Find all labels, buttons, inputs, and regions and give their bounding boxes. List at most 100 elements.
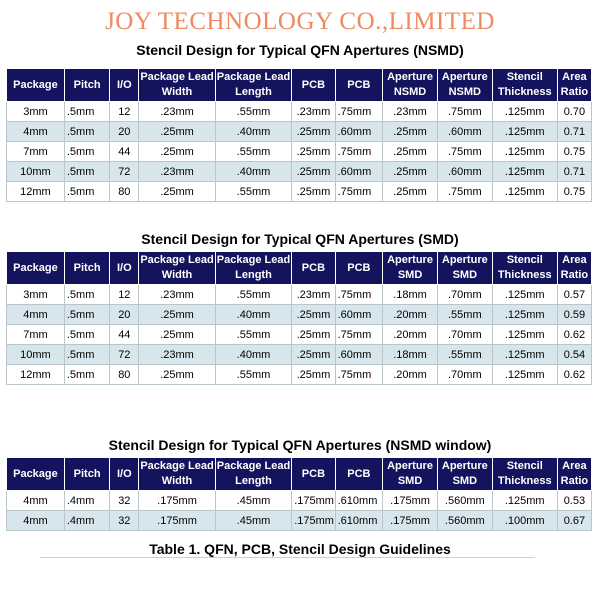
header-text: Area <box>562 254 587 266</box>
header-text: Ratio <box>560 269 589 281</box>
header-text: Package Lead <box>140 71 214 83</box>
table-cell: .70mm <box>436 284 493 305</box>
table-cell: .75mm <box>334 324 384 345</box>
table-cell: .18mm <box>382 284 438 305</box>
table-cell: .125mm <box>491 324 558 345</box>
header-text: SMD <box>397 269 423 281</box>
column-header: Aperture SMD <box>382 251 438 285</box>
table-cell: .23mm <box>382 101 438 122</box>
table-cell: .25mm <box>138 141 216 162</box>
table-cell: 72 <box>109 161 140 182</box>
table-cell: .4mm <box>63 510 111 531</box>
column-header: Area Ratio <box>556 68 593 102</box>
header-row: Package Pitch I/O Package Lead Width Package … <box>6 251 593 285</box>
table-cell: .75mm <box>334 101 384 122</box>
table-cell: .75mm <box>334 284 384 305</box>
table-cell: .5mm <box>63 364 111 385</box>
nsmd-table: Package Pitch I/O Package Lead Width Package … <box>6 68 593 202</box>
table-cell: 10mm <box>6 161 65 182</box>
table-cell: .60mm <box>334 304 384 325</box>
header-text: Stencil <box>506 71 543 83</box>
table-row: 12mm .5mm 80.25mm .55mm .25mm .75mm .25mm .75mm… <box>6 181 593 202</box>
table-cell: .60mm <box>334 344 384 365</box>
table-cell: 4mm <box>6 490 65 511</box>
table-cell: 0.71 <box>556 161 593 182</box>
table-cell: 0.71 <box>556 121 593 142</box>
column-header: Stencil Thickness <box>491 68 558 102</box>
table-row: 10mm .5mm 72.23mm .40mm .25mm .60mm .18mm .55mm… <box>6 344 593 365</box>
column-header: I/O <box>109 68 140 102</box>
column-header: Aperture SMD <box>436 457 493 491</box>
header-text: Package <box>13 261 58 274</box>
header-text: Ratio <box>560 475 589 487</box>
header-text: NSMD <box>448 86 481 98</box>
header-text: SMD <box>452 475 478 487</box>
table-cell: 0.67 <box>556 510 593 531</box>
table-cell: .18mm <box>382 344 438 365</box>
table-title: Stencil Design for Typical QFN Apertures… <box>136 42 464 58</box>
table-row: 10mm .5mm 72.23mm .40mm .25mm .60mm .25mm .60mm… <box>6 161 593 182</box>
table-cell: .125mm <box>491 490 558 511</box>
table-cell: 0.59 <box>556 304 593 325</box>
table-cell: 0.62 <box>556 364 593 385</box>
table-cell: 12 <box>109 101 140 122</box>
header-text: PCB <box>301 261 326 274</box>
table-cell: .75mm <box>436 181 493 202</box>
table-cell: .25mm <box>382 161 438 182</box>
column-header: Stencil Thickness <box>491 457 558 491</box>
header-text: SMD <box>397 475 423 487</box>
table-cell: .60mm <box>334 121 384 142</box>
table-title: Stencil Design for Typical QFN Apertures… <box>141 231 459 247</box>
table-cell: 12mm <box>6 364 65 385</box>
table-cell: .125mm <box>491 161 558 182</box>
header-text: I/O <box>116 261 132 274</box>
column-header: PCB <box>334 251 384 285</box>
table-cell: .125mm <box>491 101 558 122</box>
column-header: PCB <box>291 68 336 102</box>
table-cell: .75mm <box>436 141 493 162</box>
column-header: Area Ratio <box>556 251 593 285</box>
table-title: Stencil Design for Typical QFN Apertures… <box>108 437 492 453</box>
table-cell: .20mm <box>382 304 438 325</box>
column-header: Pitch <box>63 457 111 491</box>
table-cell: .175mm <box>382 490 438 511</box>
table-body: 4mm .4mm 32.175mm .45mm .175mm .610mm .175mm .5… <box>6 490 593 531</box>
header-text: Package Lead <box>216 460 291 472</box>
table-cell: .4mm <box>63 490 111 511</box>
table-cell: .45mm <box>214 510 293 531</box>
column-header: Aperture NSMD <box>382 68 438 102</box>
header-text: Package <box>13 467 58 480</box>
table-cell: .25mm <box>138 364 216 385</box>
table-cell: .125mm <box>491 284 558 305</box>
header-text: Length <box>235 269 272 281</box>
table-cell: .125mm <box>491 304 558 325</box>
table-cell: .125mm <box>491 121 558 142</box>
column-header: Package Lead Length <box>214 457 293 491</box>
table-cell: .23mm <box>138 284 216 305</box>
table-cell: .5mm <box>63 344 111 365</box>
table-cell: .125mm <box>491 181 558 202</box>
column-header: Package Lead Width <box>138 251 216 285</box>
table-cell: .25mm <box>138 181 216 202</box>
table-cell: .75mm <box>334 181 384 202</box>
header-text: I/O <box>116 78 132 91</box>
table-row: 7mm .5mm 44.25mm .55mm .25mm .75mm .20mm .70mm.… <box>6 324 593 345</box>
table-cell: .40mm <box>214 121 293 142</box>
table-cell: .70mm <box>436 324 493 345</box>
table-cell: .23mm <box>291 284 336 305</box>
column-header: PCB <box>334 457 384 491</box>
header-text: Aperture <box>387 460 433 472</box>
table-cell: 0.62 <box>556 324 593 345</box>
header-text: Thickness <box>497 86 552 98</box>
table-cell: .25mm <box>382 141 438 162</box>
table-cell: .125mm <box>491 141 558 162</box>
table-cell: .175mm <box>382 510 438 531</box>
company-name: JOY TECHNOLOGY CO.,LIMITED <box>105 8 495 35</box>
table-cell: 0.75 <box>556 181 593 202</box>
nsmd-window-table: Package Pitch I/O Package Lead Width Package … <box>6 457 593 531</box>
table-cell: .25mm <box>382 121 438 142</box>
table-cell: .175mm <box>291 510 336 531</box>
header-text: Pitch <box>73 261 101 274</box>
table-cell: .40mm <box>214 304 293 325</box>
table-cell: .25mm <box>291 141 336 162</box>
